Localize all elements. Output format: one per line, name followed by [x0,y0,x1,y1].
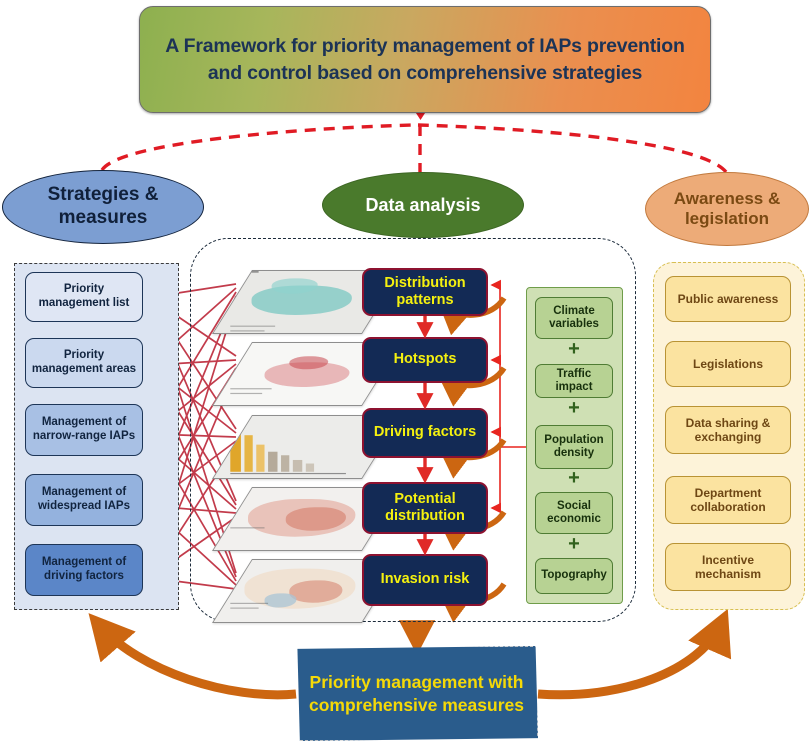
page-title: A Framework for priority management of I… [165,35,685,84]
plus-icon: + [568,533,580,555]
awareness-item-label: Public awareness [677,291,779,306]
factor-item-label: Topography [541,569,607,582]
left-item-label: Management of widespread IAPs [37,486,131,512]
center-item-distribution-patterns[interactable]: Distribution patterns [362,268,488,316]
factor-item-label: Climate variables [549,304,599,330]
awareness-item-label: Department collaboration [690,485,766,514]
feedback-arrow-right [537,608,732,700]
factor-feed-connectors [490,279,528,514]
awareness-item-label: Incentive mechanism [694,552,762,581]
feedback-arrows [88,608,732,700]
center-item-label: Potential distribution [385,490,465,524]
awareness-item-department-collaboration[interactable]: Department collaboration [665,476,791,524]
ellipse-awareness-label: Awareness & legislation [673,188,781,228]
plus-icon: + [568,467,580,489]
factor-item-social-economic[interactable]: Social economic [535,492,613,534]
awareness-item-label: Legislations [692,356,763,371]
awareness-item-public-awareness[interactable]: Public awareness [665,276,791,322]
ellipse-strategies-label: Strategies & measures [47,184,159,228]
awareness-item-legislations[interactable]: Legislations [665,341,791,387]
center-item-label: Hotspots [393,351,457,368]
left-item-priority-management-areas[interactable]: Priority management areas [25,338,143,388]
left-item-label: Management of driving factors [41,556,127,582]
ellipse-data-analysis[interactable]: Data analysis [322,172,524,238]
center-item-invasion-risk[interactable]: Invasion risk [362,554,488,606]
ellipse-strategies-measures[interactable]: Strategies & measures [2,170,204,244]
left-item-driving-factors[interactable]: Management of driving factors [25,544,143,596]
factor-item-label: Population density [544,433,604,459]
left-item-label: Priority management list [38,283,130,309]
awareness-item-incentive-mechanism[interactable]: Incentive mechanism [665,543,791,591]
left-item-label: Priority management areas [31,349,137,375]
awareness-item-label: Data sharing & exchanging [685,415,771,444]
center-item-potential-distribution[interactable]: Potential distribution [362,482,488,534]
bottom-outcome-box: Priority management with comprehensive m… [297,646,538,741]
plus-icon: + [568,397,580,419]
factor-item-traffic-impact[interactable]: Traffic impact [535,364,613,398]
center-item-label: Distribution patterns [384,274,466,308]
factor-item-climate-variables[interactable]: Climate variables [535,297,613,339]
center-item-label: Invasion risk [380,571,470,588]
bottom-outcome-label: Priority management with comprehensive m… [309,671,524,715]
awareness-item-data-sharing[interactable]: Data sharing & exchanging [665,406,791,454]
center-item-driving-factors[interactable]: Driving factors [362,408,488,458]
center-item-label: Driving factors [373,424,477,441]
ellipse-data-analysis-label: Data analysis [365,194,481,215]
feedback-arrow-left [88,613,297,700]
factor-item-label: Traffic impact [555,367,593,393]
left-item-widespread-iaps[interactable]: Management of widespread IAPs [25,474,143,526]
factor-item-population-density[interactable]: Population density [535,425,613,469]
framework-title-box: A Framework for priority management of I… [139,6,711,113]
left-item-priority-management-list[interactable]: Priority management list [25,272,143,322]
factor-item-topography[interactable]: Topography [535,558,613,594]
ellipse-awareness-legislation[interactable]: Awareness & legislation [645,172,809,246]
factor-item-label: Social economic [547,499,601,525]
center-item-hotspots[interactable]: Hotspots [362,337,488,383]
left-item-label: Management of narrow-range IAPs [32,416,136,442]
left-item-narrow-range-iaps[interactable]: Management of narrow-range IAPs [25,404,143,456]
plus-icon: + [568,338,580,360]
